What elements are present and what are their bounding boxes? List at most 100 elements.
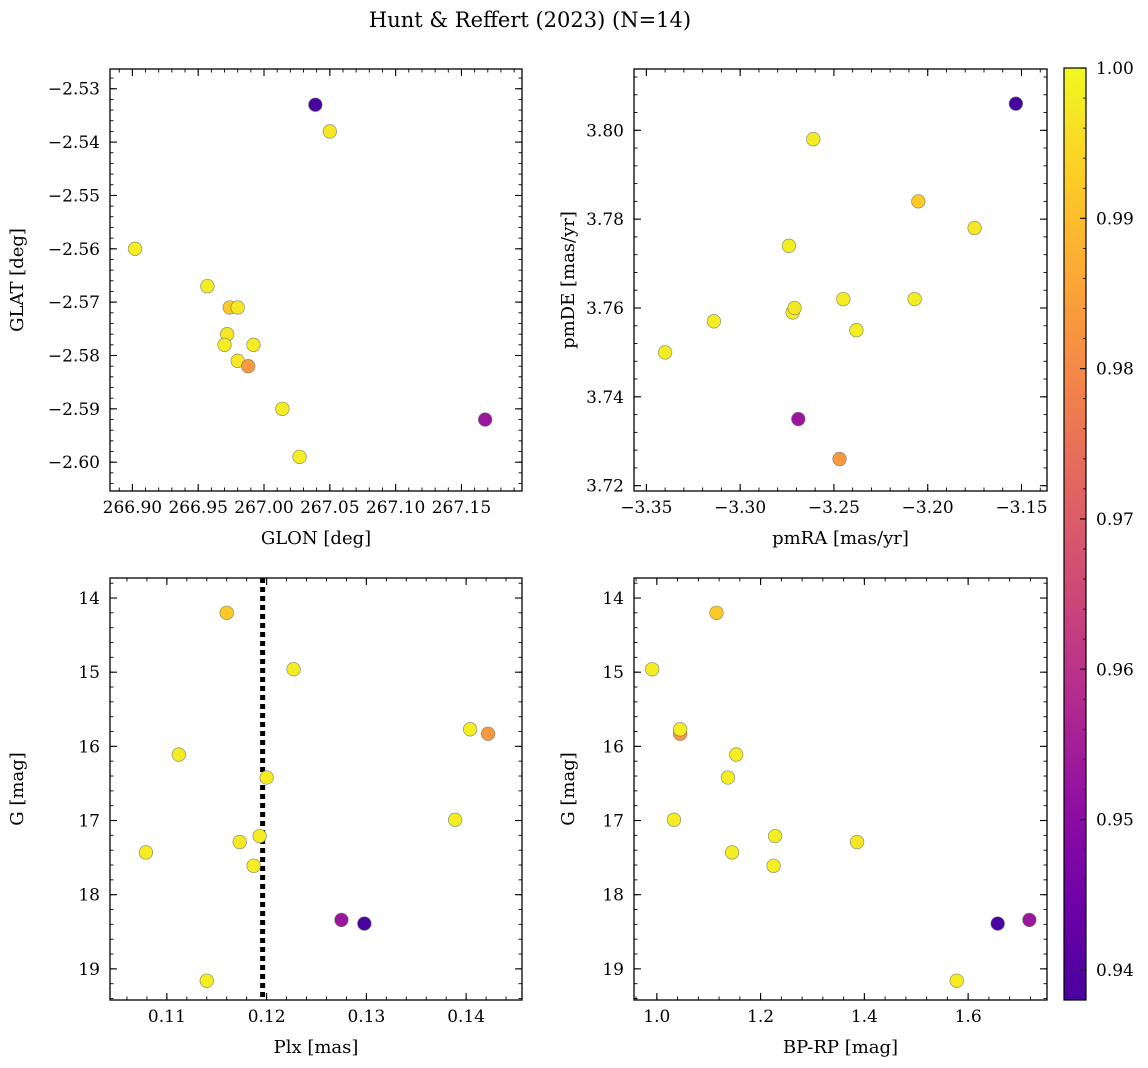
plot-frame — [109, 68, 523, 492]
y-tick-label: −2.55 — [48, 186, 100, 206]
data-point — [766, 858, 781, 873]
colorbar: 0.94 0.95 0.96 0.97 0.98 0.99 1.00 — [1063, 59, 1134, 1001]
y-axis-label: GLAT [deg] — [7, 228, 28, 332]
y-tick-label: −2.59 — [48, 400, 100, 420]
y-tick-label: 3.74 — [586, 388, 624, 408]
y-tick-label: 19 — [602, 960, 624, 980]
y-tick-label: 17 — [602, 812, 624, 832]
y-tick-label: 16 — [78, 737, 100, 757]
y-axis-label: G [mag] — [558, 752, 579, 825]
x-tick-label: 266.95 — [168, 498, 227, 518]
data-point — [657, 345, 673, 360]
data-point — [308, 97, 323, 112]
x-tick-label: −3.25 — [808, 498, 860, 518]
data-point — [292, 449, 307, 465]
plot-frame — [109, 577, 523, 1001]
y-tick-label: −2.58 — [48, 346, 100, 366]
y-tick-label: 17 — [78, 812, 100, 832]
y-tick-label: 19 — [78, 960, 100, 980]
y-tick-label: 15 — [78, 663, 100, 683]
data-point — [787, 300, 802, 316]
data-point — [806, 132, 821, 147]
y-tick-label: 18 — [602, 886, 624, 906]
data-point — [720, 770, 736, 785]
data-points — [657, 96, 1024, 467]
data-point — [836, 291, 851, 307]
data-point — [275, 401, 290, 416]
x-axis-label: Plx [mas] — [274, 1037, 359, 1058]
data-point — [666, 812, 682, 827]
y-tick-label: 14 — [78, 589, 100, 609]
panel-3: 0.11 0.12 0.13 0.14 14 15 16 17 18 19 Plx [mas] G [… — [7, 577, 523, 1058]
data-point — [781, 238, 797, 253]
x-tick-label: 266.90 — [103, 498, 162, 518]
panel-4: 1.0 1.2 1.4 1.6 14 15 16 17 18 19 BP-RP [mag] G [ma… — [558, 577, 1048, 1058]
data-point — [322, 124, 337, 139]
data-point — [949, 973, 964, 988]
x-axis-label: pmRA [mas/yr] — [772, 528, 909, 549]
colorbar-tick-label: 0.98 — [1096, 360, 1134, 380]
data-point — [911, 194, 926, 209]
panels: 266.90 266.95 267.00 267.05 267.10 267.15 −2.6… — [7, 68, 1048, 1058]
x-tick-label: 267.00 — [234, 498, 293, 518]
data-point — [1008, 96, 1024, 111]
plot-frame — [633, 577, 1048, 1001]
data-point — [767, 828, 783, 844]
data-point — [724, 845, 740, 860]
colorbar-tick-label: 1.00 — [1096, 59, 1134, 79]
data-point — [171, 747, 186, 762]
data-point — [832, 451, 847, 467]
y-tick-label: 3.80 — [586, 121, 624, 141]
x-tick-label: 0.14 — [447, 1007, 485, 1027]
figure-title: Hunt & Reffert (2023) (N=14) — [369, 8, 691, 32]
data-point — [791, 411, 806, 427]
x-tick-label: 1.4 — [851, 1007, 878, 1027]
data-points — [127, 97, 493, 465]
data-point — [1022, 912, 1037, 928]
data-point — [480, 726, 496, 741]
data-point — [286, 662, 301, 677]
y-tick-label: 3.72 — [586, 477, 624, 497]
colorbar-tick-label: 0.94 — [1096, 961, 1134, 981]
x-tick-label: 0.12 — [248, 1007, 286, 1027]
y-tick-label: 3.78 — [586, 210, 624, 230]
data-point — [849, 323, 864, 338]
data-point — [246, 337, 261, 352]
colorbar-tick-label: 0.97 — [1096, 510, 1134, 530]
panel-2: −3.35 −3.30 −3.25 −3.20 −3.15 3.72 3.74 3.76 3.7… — [558, 68, 1048, 549]
x-tick-label: 1.2 — [747, 1007, 774, 1027]
data-points — [645, 605, 1037, 988]
data-point — [217, 337, 232, 352]
panel-1: 266.90 266.95 267.00 267.05 267.10 267.15 −2.6… — [7, 68, 523, 549]
data-point — [448, 812, 463, 827]
x-tick-label: −3.30 — [714, 498, 766, 518]
data-point — [967, 220, 982, 236]
data-point — [246, 858, 261, 873]
y-tick-label: −2.54 — [48, 133, 100, 153]
data-point — [232, 834, 247, 850]
data-point — [729, 747, 744, 762]
y-tick-label: −2.60 — [48, 453, 100, 473]
data-point — [241, 359, 256, 374]
y-tick-label: 18 — [78, 886, 100, 906]
y-tick-label: 16 — [602, 737, 624, 757]
y-tick-label: 14 — [602, 589, 624, 609]
x-tick-label: −3.20 — [902, 498, 954, 518]
x-axis-label: BP-RP [mag] — [783, 1037, 898, 1058]
data-point — [907, 291, 922, 307]
x-tick-label: −3.15 — [995, 498, 1047, 518]
data-point — [645, 662, 660, 677]
x-tick-label: 0.13 — [347, 1007, 385, 1027]
data-point — [673, 722, 688, 737]
data-point — [357, 916, 372, 931]
data-point — [127, 241, 143, 256]
y-tick-label: −2.56 — [48, 240, 100, 260]
data-point — [709, 605, 724, 621]
plot-frame — [633, 68, 1048, 492]
x-tick-label: 267.15 — [432, 498, 491, 518]
y-tick-label: 3.76 — [586, 299, 624, 319]
data-point — [219, 605, 234, 621]
y-tick-label: −2.53 — [48, 80, 100, 100]
data-point — [477, 412, 493, 427]
data-point — [252, 828, 267, 844]
